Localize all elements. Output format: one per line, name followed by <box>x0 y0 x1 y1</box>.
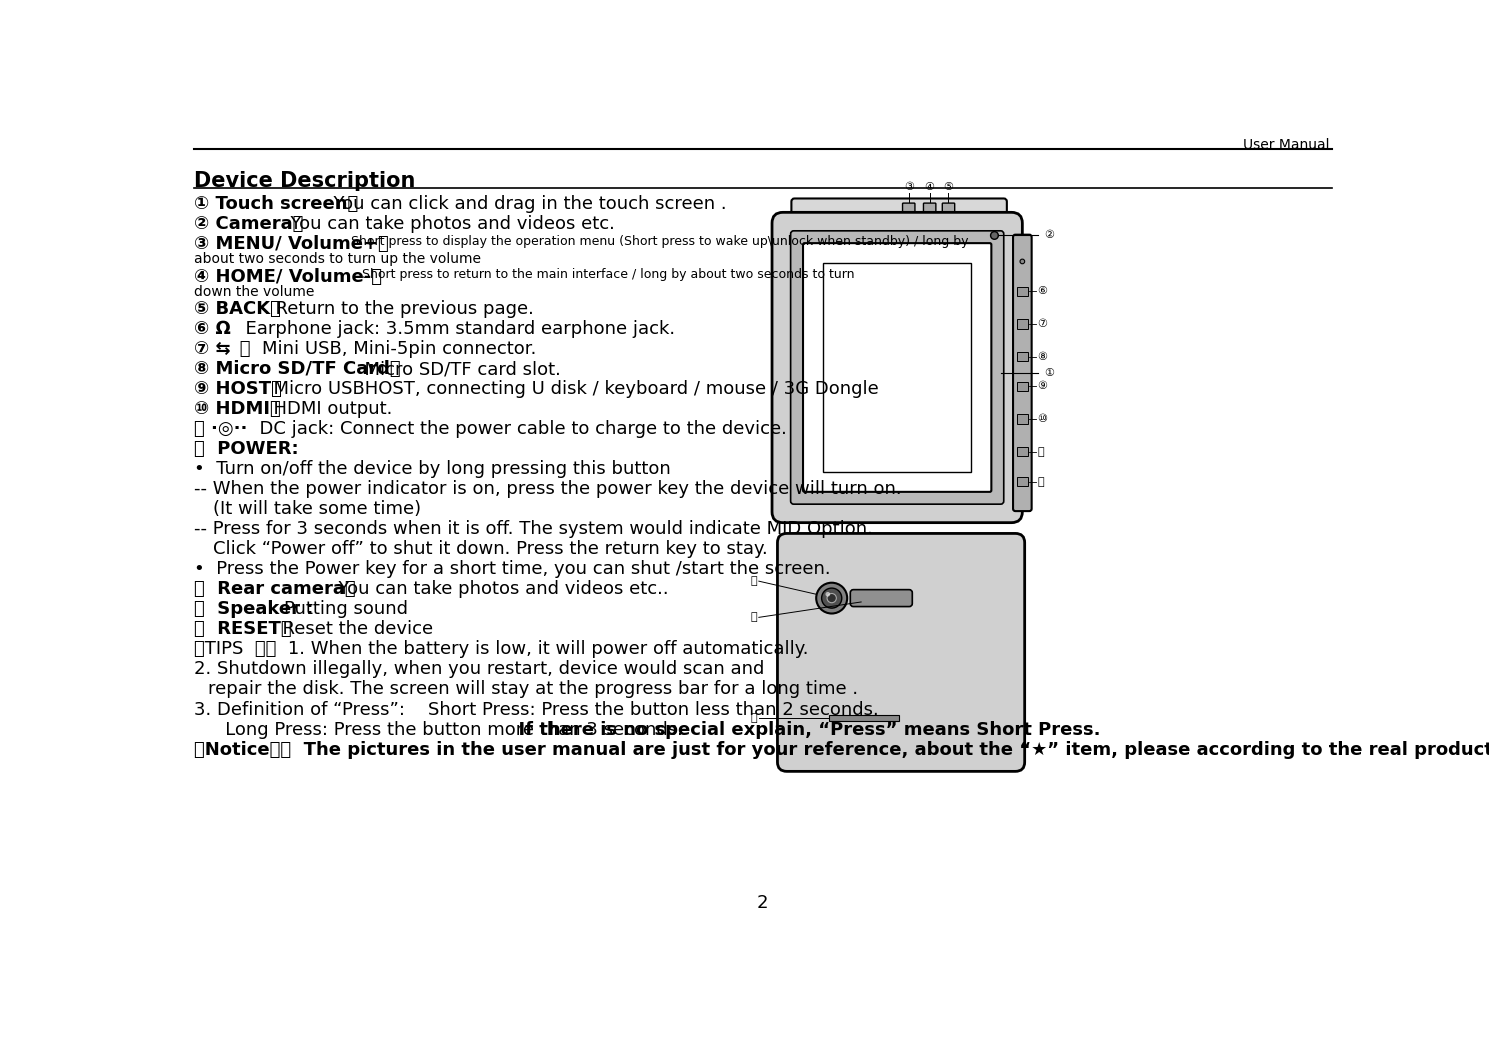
Bar <box>829 715 899 721</box>
Text: ：  Mini USB, Mini-5pin connector.: ： Mini USB, Mini-5pin connector. <box>234 340 536 358</box>
Text: ⑬  Rear camera：: ⑬ Rear camera： <box>194 580 356 598</box>
FancyBboxPatch shape <box>791 230 1004 504</box>
Text: ③: ③ <box>904 183 914 192</box>
FancyBboxPatch shape <box>943 203 954 216</box>
Text: ⑫  POWER:: ⑫ POWER: <box>194 440 298 458</box>
Text: ②: ② <box>1044 230 1054 241</box>
Text: Micro SD/TF card slot.: Micro SD/TF card slot. <box>353 360 561 378</box>
FancyBboxPatch shape <box>791 198 1007 220</box>
Text: Short press to return to the main interface / long by about two seconds to turn: Short press to return to the main interf… <box>345 268 855 281</box>
Circle shape <box>1020 260 1024 264</box>
Text: •  Turn on/off the device by long pressing this button: • Turn on/off the device by long pressin… <box>194 460 670 479</box>
Text: Click “Power off” to shut it down. Press the return key to stay.: Click “Power off” to shut it down. Press… <box>213 541 768 558</box>
Text: ⑩: ⑩ <box>1036 414 1047 425</box>
Text: ④: ④ <box>925 183 935 192</box>
Text: •  Press the Power key for a short time, you can shut /start the screen.: • Press the Power key for a short time, … <box>194 561 831 578</box>
Circle shape <box>822 589 841 608</box>
Text: ⑬: ⑬ <box>750 576 758 586</box>
Text: ⑤ BACK：: ⑤ BACK： <box>194 300 281 318</box>
Text: ①: ① <box>1044 368 1054 378</box>
Bar <box>1017 320 1027 329</box>
Text: ⑦: ⑦ <box>1036 319 1047 329</box>
Text: 【TIPS  】：  1. When the battery is low, it will power off automatically.: 【TIPS 】： 1. When the battery is low, it … <box>194 640 809 658</box>
Text: ④ HOME/ Volume-：: ④ HOME/ Volume-： <box>194 268 381 285</box>
Text: You can take photos and videos etc..: You can take photos and videos etc.. <box>328 580 669 598</box>
Text: down the volume: down the volume <box>194 284 314 299</box>
Text: Micro USBHOST, connecting U disk / keyboard / mouse / 3G Dongle: Micro USBHOST, connecting U disk / keybo… <box>262 380 879 399</box>
Text: ⑧ Micro SD/TF Card：: ⑧ Micro SD/TF Card： <box>194 360 401 378</box>
Text: Reset the device: Reset the device <box>271 621 433 638</box>
Text: You can take photos and videos etc.: You can take photos and videos etc. <box>278 216 615 234</box>
Text: User Manual: User Manual <box>1243 138 1330 153</box>
Circle shape <box>826 594 837 603</box>
FancyBboxPatch shape <box>923 203 937 216</box>
Circle shape <box>825 592 831 597</box>
Text: ③ MENU/ Volume+：: ③ MENU/ Volume+： <box>194 236 389 253</box>
Bar <box>1017 286 1027 296</box>
Text: HDMI output.: HDMI output. <box>262 401 393 418</box>
Text: ⑭  Speaker :: ⑭ Speaker : <box>194 600 320 619</box>
Bar <box>1017 414 1027 424</box>
FancyBboxPatch shape <box>1013 235 1032 511</box>
Bar <box>1017 477 1027 486</box>
Text: ⑨ HOST：: ⑨ HOST： <box>194 380 281 399</box>
Text: ⑤: ⑤ <box>944 183 953 192</box>
Text: Long Press: Press the button more than 3 seconds.: Long Press: Press the button more than 3… <box>208 720 682 739</box>
Text: repair the disk. The screen will stay at the progress bar for a long time .: repair the disk. The screen will stay at… <box>208 681 858 699</box>
FancyBboxPatch shape <box>777 534 1024 771</box>
Text: ⑥: ⑥ <box>1036 286 1047 296</box>
Text: (It will take some time): (It will take some time) <box>213 500 421 518</box>
Text: ⑮: ⑮ <box>750 713 758 723</box>
Text: Short press to display the operation menu (Short press to wake up\unlock when st: Short press to display the operation men… <box>344 236 969 248</box>
Text: 2. Shutdown illegally, when you restart, device would scan and: 2. Shutdown illegally, when you restart,… <box>194 660 764 679</box>
Text: ② Camera：: ② Camera： <box>194 216 304 234</box>
Text: 3. Definition of “Press”:    Short Press: Press the button less than 2 seconds.: 3. Definition of “Press”: Short Press: P… <box>194 701 879 718</box>
Text: Putting sound: Putting sound <box>284 600 408 619</box>
Text: -- Press for 3 seconds when it is off. The system would indicate MID Option.: -- Press for 3 seconds when it is off. T… <box>194 520 873 539</box>
Text: ⑧: ⑧ <box>1036 352 1047 361</box>
Text: 【Notice】：  The pictures in the user manual are just for your reference, about th: 【Notice】： The pictures in the user manua… <box>194 740 1489 759</box>
FancyBboxPatch shape <box>850 590 913 606</box>
Text: If there is no special explain, “Press” means Short Press.: If there is no special explain, “Press” … <box>481 720 1100 739</box>
Circle shape <box>816 582 847 613</box>
FancyBboxPatch shape <box>771 213 1023 523</box>
Text: ⑩ HDMI：: ⑩ HDMI： <box>194 401 280 418</box>
FancyBboxPatch shape <box>902 203 914 216</box>
Text: -- When the power indicator is on, press the power key the device will turn on.: -- When the power indicator is on, press… <box>194 481 901 498</box>
Text: ⑨: ⑨ <box>1036 382 1047 391</box>
Text: ⑫: ⑫ <box>1036 476 1044 487</box>
Text: ⑮  RESET：: ⑮ RESET： <box>194 621 292 638</box>
Text: You can click and drag in the touch screen .: You can click and drag in the touch scre… <box>322 195 727 214</box>
Circle shape <box>990 231 998 240</box>
Text: ⑦ ⇆: ⑦ ⇆ <box>194 340 231 358</box>
Text: ⑥ Ω: ⑥ Ω <box>194 320 231 338</box>
Text: Earphone jack: 3.5mm standard earphone jack.: Earphone jack: 3.5mm standard earphone j… <box>234 320 676 338</box>
Bar <box>823 264 971 472</box>
Text: Device Description: Device Description <box>194 171 415 191</box>
Text: ① Touch screen：: ① Touch screen： <box>194 195 359 214</box>
Text: DC jack: Connect the power cable to charge to the device.: DC jack: Connect the power cable to char… <box>249 420 788 438</box>
Text: ⑭: ⑭ <box>750 612 758 623</box>
Text: ⑪ ·◎··: ⑪ ·◎·· <box>194 420 247 438</box>
FancyBboxPatch shape <box>803 243 992 492</box>
Bar <box>1017 382 1027 391</box>
Text: about two seconds to turn up the volume: about two seconds to turn up the volume <box>194 252 481 267</box>
Text: Return to the previous page.: Return to the previous page. <box>264 300 533 318</box>
Text: 2: 2 <box>756 894 768 911</box>
Bar <box>1017 447 1027 457</box>
Bar <box>1017 352 1027 361</box>
Text: ⑪: ⑪ <box>1036 446 1044 457</box>
